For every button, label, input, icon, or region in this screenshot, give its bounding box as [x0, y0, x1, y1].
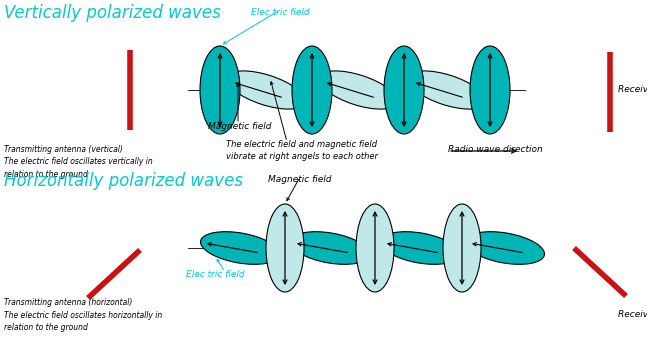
- Text: Magnetic field: Magnetic field: [208, 122, 272, 131]
- Ellipse shape: [466, 232, 545, 264]
- Ellipse shape: [319, 71, 397, 109]
- Ellipse shape: [292, 46, 332, 134]
- Ellipse shape: [291, 232, 369, 264]
- Ellipse shape: [470, 46, 510, 134]
- Ellipse shape: [266, 204, 304, 292]
- Ellipse shape: [226, 71, 305, 109]
- Text: Magnetic field: Magnetic field: [269, 175, 332, 184]
- Ellipse shape: [380, 232, 459, 264]
- Text: Transmitting antenna (vertical)
The electric field oscillates vertically in
rela: Transmitting antenna (vertical) The elec…: [4, 145, 153, 179]
- Text: The electric field and magnetic field
vibrate at right angels to each other: The electric field and magnetic field vi…: [226, 140, 378, 161]
- Ellipse shape: [408, 71, 487, 109]
- Text: Transmitting antenna (horizontal)
The electric field oscillates horizontally in
: Transmitting antenna (horizontal) The el…: [4, 298, 162, 332]
- Text: Receiving antenna: Receiving antenna: [618, 86, 647, 95]
- Text: Horizontally polarized waves: Horizontally polarized waves: [4, 172, 243, 190]
- Text: Radio wave direction: Radio wave direction: [448, 145, 543, 154]
- Text: Elec tric field: Elec tric field: [186, 270, 245, 279]
- Ellipse shape: [384, 46, 424, 134]
- Ellipse shape: [201, 232, 280, 264]
- Ellipse shape: [356, 204, 394, 292]
- Ellipse shape: [200, 46, 240, 134]
- Ellipse shape: [443, 204, 481, 292]
- Text: Vertically polarized waves: Vertically polarized waves: [4, 4, 221, 22]
- Text: Elec tric field: Elec tric field: [250, 8, 309, 17]
- Text: Receiving antenna: Receiving antenna: [618, 310, 647, 319]
